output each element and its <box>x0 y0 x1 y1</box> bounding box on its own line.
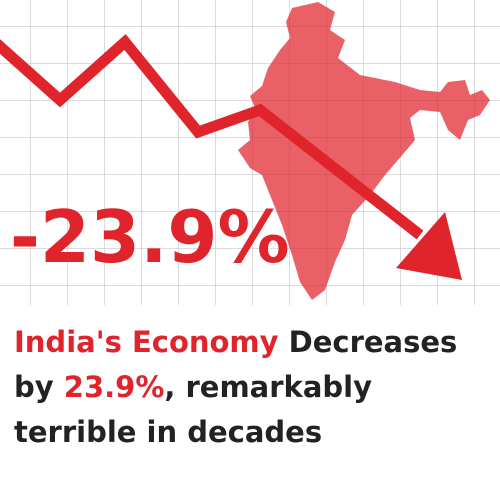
headline-text: , remarkably <box>164 370 373 404</box>
graphic: -23.9% <box>0 0 500 305</box>
headline-text: Decreases <box>278 325 458 359</box>
headline-line: terrible in decades <box>14 410 494 455</box>
headline-line: India's Economy Decreases <box>14 320 494 365</box>
arrow-head <box>396 212 462 280</box>
headline: India's Economy Decreases by 23.9%, remar… <box>14 320 494 455</box>
trend-arrow <box>0 34 424 240</box>
headline-text: by <box>14 370 64 404</box>
india-map <box>238 2 490 300</box>
highlight-text: India's Economy <box>14 325 279 359</box>
headline-line: by 23.9%, remarkably <box>14 365 494 410</box>
headline-text: terrible in decades <box>14 415 323 449</box>
highlight-text: 23.9% <box>63 370 165 404</box>
big-label: -23.9% <box>10 195 290 279</box>
